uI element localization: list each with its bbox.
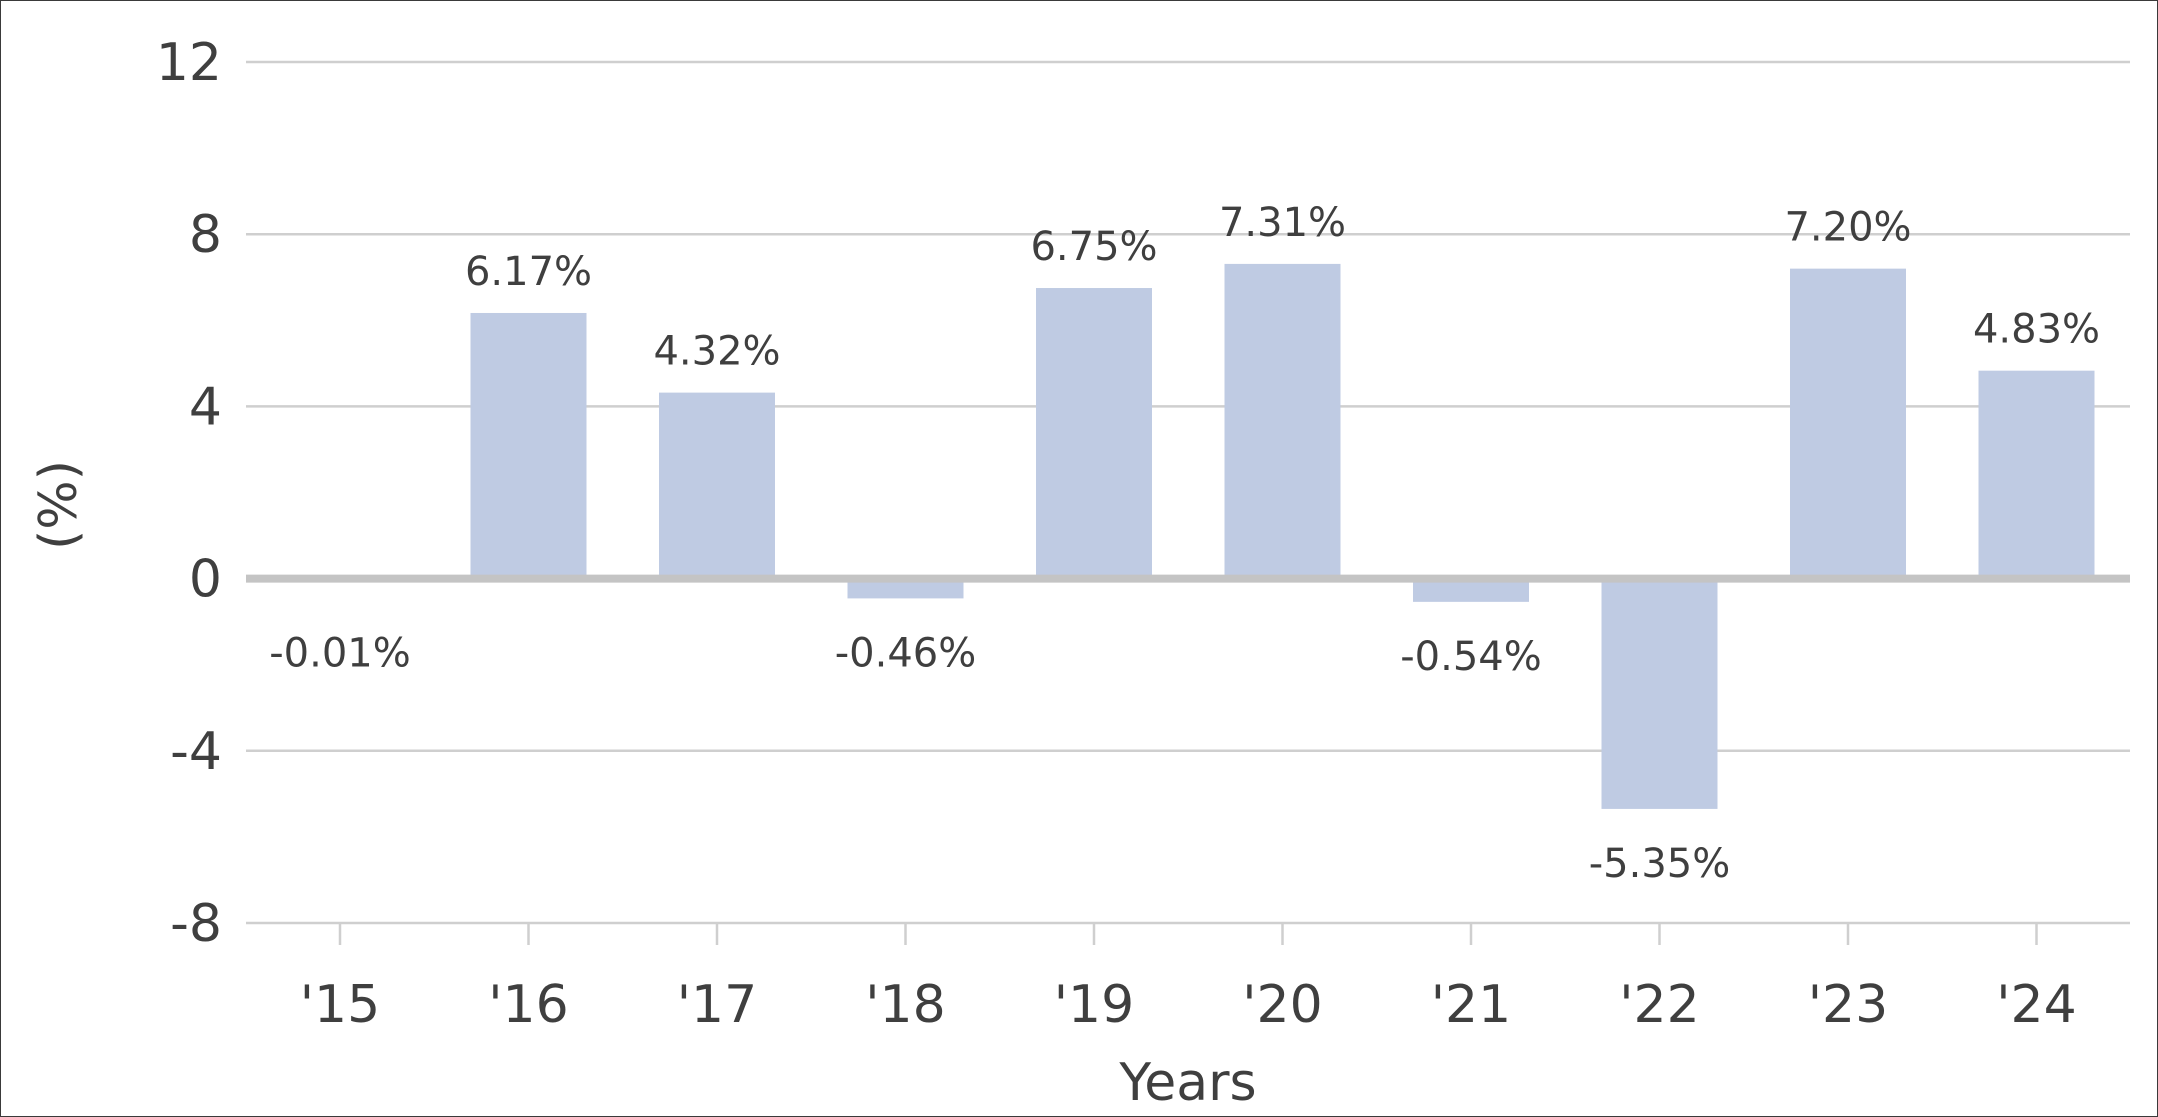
bar: [1036, 288, 1152, 579]
bar: [1413, 578, 1529, 602]
y-tick-label: -4: [170, 722, 222, 782]
y-tick-label: 8: [189, 205, 222, 265]
x-tick-label: '19: [1054, 975, 1134, 1035]
y-axis-tick-labels: 12 8 4 0 -4 -8: [156, 33, 222, 954]
data-label: 4.83%: [1973, 307, 2100, 353]
y-tick-label: 12: [156, 33, 222, 93]
x-tick-label: '20: [1242, 975, 1322, 1035]
data-label: 6.17%: [465, 249, 592, 295]
bar: [847, 578, 964, 599]
x-tick-label: '16: [488, 975, 568, 1035]
x-tick-label: '22: [1619, 975, 1699, 1035]
y-tick-label: 4: [189, 377, 222, 437]
y-tick-label: -8: [170, 894, 222, 954]
data-label: 6.75%: [1030, 224, 1157, 270]
y-tick-label: 0: [189, 550, 222, 610]
x-axis-ticks: [338, 923, 2038, 945]
bar: [1790, 268, 1906, 579]
bar: [659, 392, 775, 579]
y-axis-title: (%): [29, 460, 89, 550]
data-label: 4.32%: [653, 329, 780, 375]
x-tick-label: '15: [300, 975, 380, 1035]
bar: [1601, 578, 1718, 809]
data-label: -0.46%: [835, 631, 977, 677]
data-label: 7.31%: [1219, 200, 1346, 246]
data-label: 7.20%: [1784, 205, 1911, 251]
x-tick-label: '24: [1996, 975, 2076, 1035]
data-label: -5.35%: [1589, 841, 1731, 887]
bar: [470, 312, 587, 579]
data-label: -0.54%: [1400, 634, 1542, 680]
data-label: -0.01%: [269, 631, 411, 677]
x-axis-tick-labels: '15 '16 '17 '18 '19 '20 '21 '22 '23 '24: [300, 975, 2077, 1035]
bar: [1224, 263, 1341, 579]
x-axis-title: Years: [1118, 1053, 1256, 1113]
data-labels: -0.01% 6.17% 4.32% -0.46% 6.75% 7.31% -0.54% -5…: [269, 200, 2100, 887]
x-tick-label: '21: [1431, 975, 1511, 1035]
x-tick-label: '23: [1808, 975, 1888, 1035]
bars: [282, 263, 2095, 809]
bar: [1978, 370, 2095, 579]
x-tick-label: '17: [677, 975, 757, 1035]
x-tick-label: '18: [865, 975, 945, 1035]
